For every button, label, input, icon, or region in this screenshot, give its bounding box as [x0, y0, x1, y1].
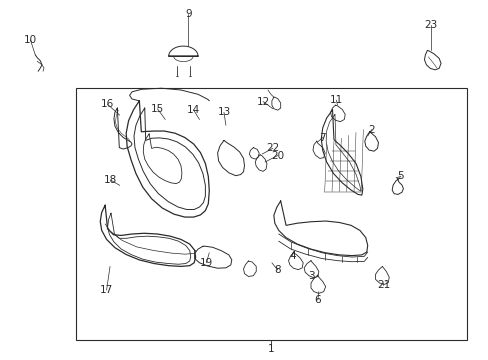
Text: 13: 13	[217, 107, 230, 117]
Text: 9: 9	[184, 9, 191, 19]
Text: 15: 15	[150, 104, 164, 114]
Text: 14: 14	[186, 105, 200, 115]
Text: 17: 17	[100, 285, 113, 295]
Text: 4: 4	[288, 251, 295, 261]
Text: 19: 19	[199, 258, 213, 268]
Text: 2: 2	[367, 125, 374, 135]
Text: 11: 11	[329, 95, 343, 105]
Text: 10: 10	[24, 35, 37, 45]
Text: 12: 12	[256, 96, 269, 107]
Text: 21: 21	[376, 280, 389, 290]
Text: 1: 1	[267, 343, 274, 354]
Text: 18: 18	[103, 175, 117, 185]
Text: 3: 3	[307, 271, 314, 282]
Text: 8: 8	[274, 265, 281, 275]
Text: 7: 7	[319, 132, 325, 143]
Text: 23: 23	[424, 20, 437, 30]
Text: 22: 22	[265, 143, 279, 153]
Bar	[76, 88, 466, 340]
Text: 20: 20	[271, 150, 284, 161]
Text: 6: 6	[314, 295, 321, 305]
Text: 5: 5	[397, 171, 404, 181]
Text: 16: 16	[101, 99, 114, 109]
